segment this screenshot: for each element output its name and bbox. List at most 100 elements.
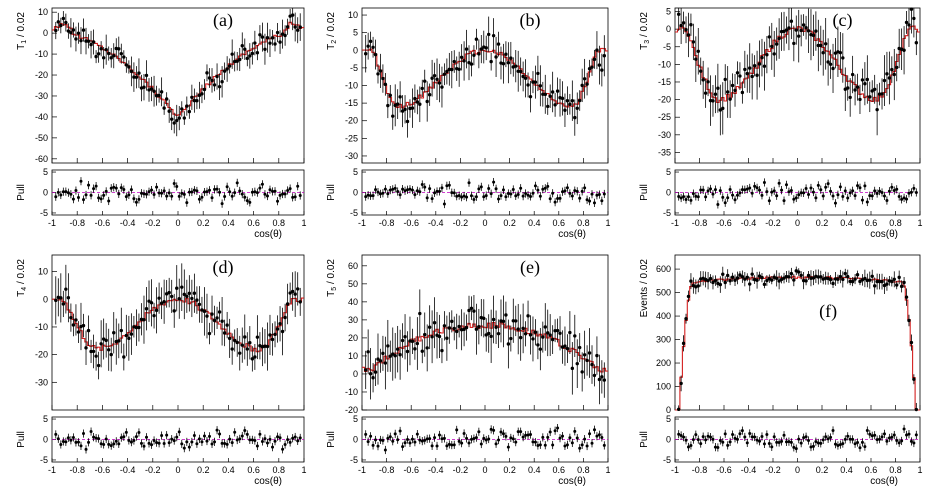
x-tick-label: -1 [358,218,366,228]
pull-point [821,438,825,442]
pull-point [460,441,464,445]
x-tick-label: 0.8 [273,465,286,475]
pull-y-tick-label: 0 [353,188,358,198]
pull-point [283,192,287,196]
pull-point [578,196,582,200]
data-point [716,86,720,90]
data-point [533,330,538,334]
data-point [887,76,892,80]
pull-point [185,440,189,444]
data-point [725,90,730,94]
data-point [139,317,144,321]
data-point [723,280,727,285]
pull-point [880,435,884,439]
data-point [270,36,275,40]
pull-point [592,428,596,432]
pull-point [573,429,577,433]
pull-point [873,189,877,193]
data-point [838,274,843,279]
data-point [233,59,237,64]
pull-point [465,195,469,199]
pull-point [465,436,469,440]
data-point [895,65,899,70]
pull-point [230,441,234,445]
data-point [528,333,533,337]
pull-point [469,194,473,198]
pull-point [728,440,732,444]
data-point [536,343,540,347]
pull-y-tick-label: -5 [663,208,671,218]
data-point [185,294,189,299]
x-axis-label: cos(θ) [254,229,282,240]
y-tick-label: -30 [35,377,48,387]
data-point [366,44,370,48]
y-tick-label: -20 [345,116,358,126]
pull-point [99,442,103,446]
x-tick-label: -0.6 [403,218,419,228]
pull-point [160,191,164,195]
data-point [368,39,373,44]
pull-point [157,441,161,445]
pull-point [816,441,820,445]
data-point [721,106,725,111]
data-point [553,328,557,333]
pull-point [843,189,847,193]
data-point [760,275,764,280]
pull-point [218,190,222,194]
pull-point [873,433,877,437]
pull-point [701,435,705,439]
data-point [848,279,852,284]
x-tick-label: 0.6 [865,465,878,475]
pull-point [213,187,217,191]
data-point [496,42,501,46]
data-point [170,294,174,299]
data-point [376,72,380,76]
data-point [767,35,772,39]
pull-point [519,430,523,434]
pull-point [521,194,525,198]
pull-point [543,443,547,447]
pull-point [551,443,555,447]
pull-point [890,185,894,189]
data-point [686,33,691,37]
data-point [420,349,424,353]
data-point [853,277,857,281]
data-point [836,277,840,281]
pull-point [797,437,801,441]
y-tick-label: 100 [656,382,671,392]
data-point [560,96,565,101]
data-point [268,41,272,45]
pull-point [895,187,899,191]
data-point [167,290,171,295]
pull-point [558,436,562,440]
pull-point [109,444,113,448]
pull-point [760,193,764,197]
y-tick-label: -20 [35,70,48,80]
pull-point [824,435,828,439]
data-point [811,33,816,38]
y-axis-label-suffix: / 0.02 [16,259,27,287]
pull-point [897,441,901,445]
data-point [885,282,889,286]
pull-point [699,188,703,192]
y-tick-label: 500 [656,288,671,298]
data-point [469,62,474,66]
data-point [437,81,442,85]
pull-point [401,445,405,449]
data-point [477,324,481,329]
pull-point [66,191,70,195]
pull-point [797,193,801,197]
pull-point [298,193,302,197]
data-point [469,306,474,310]
pull-point [509,436,513,440]
data-point [543,325,547,329]
pull-point [509,192,513,196]
data-point [784,274,789,279]
data-point [418,102,422,106]
pull-point [892,433,896,437]
data-point [694,57,698,61]
pull-point [248,200,252,204]
data-point [435,77,439,81]
data-point [423,332,427,337]
